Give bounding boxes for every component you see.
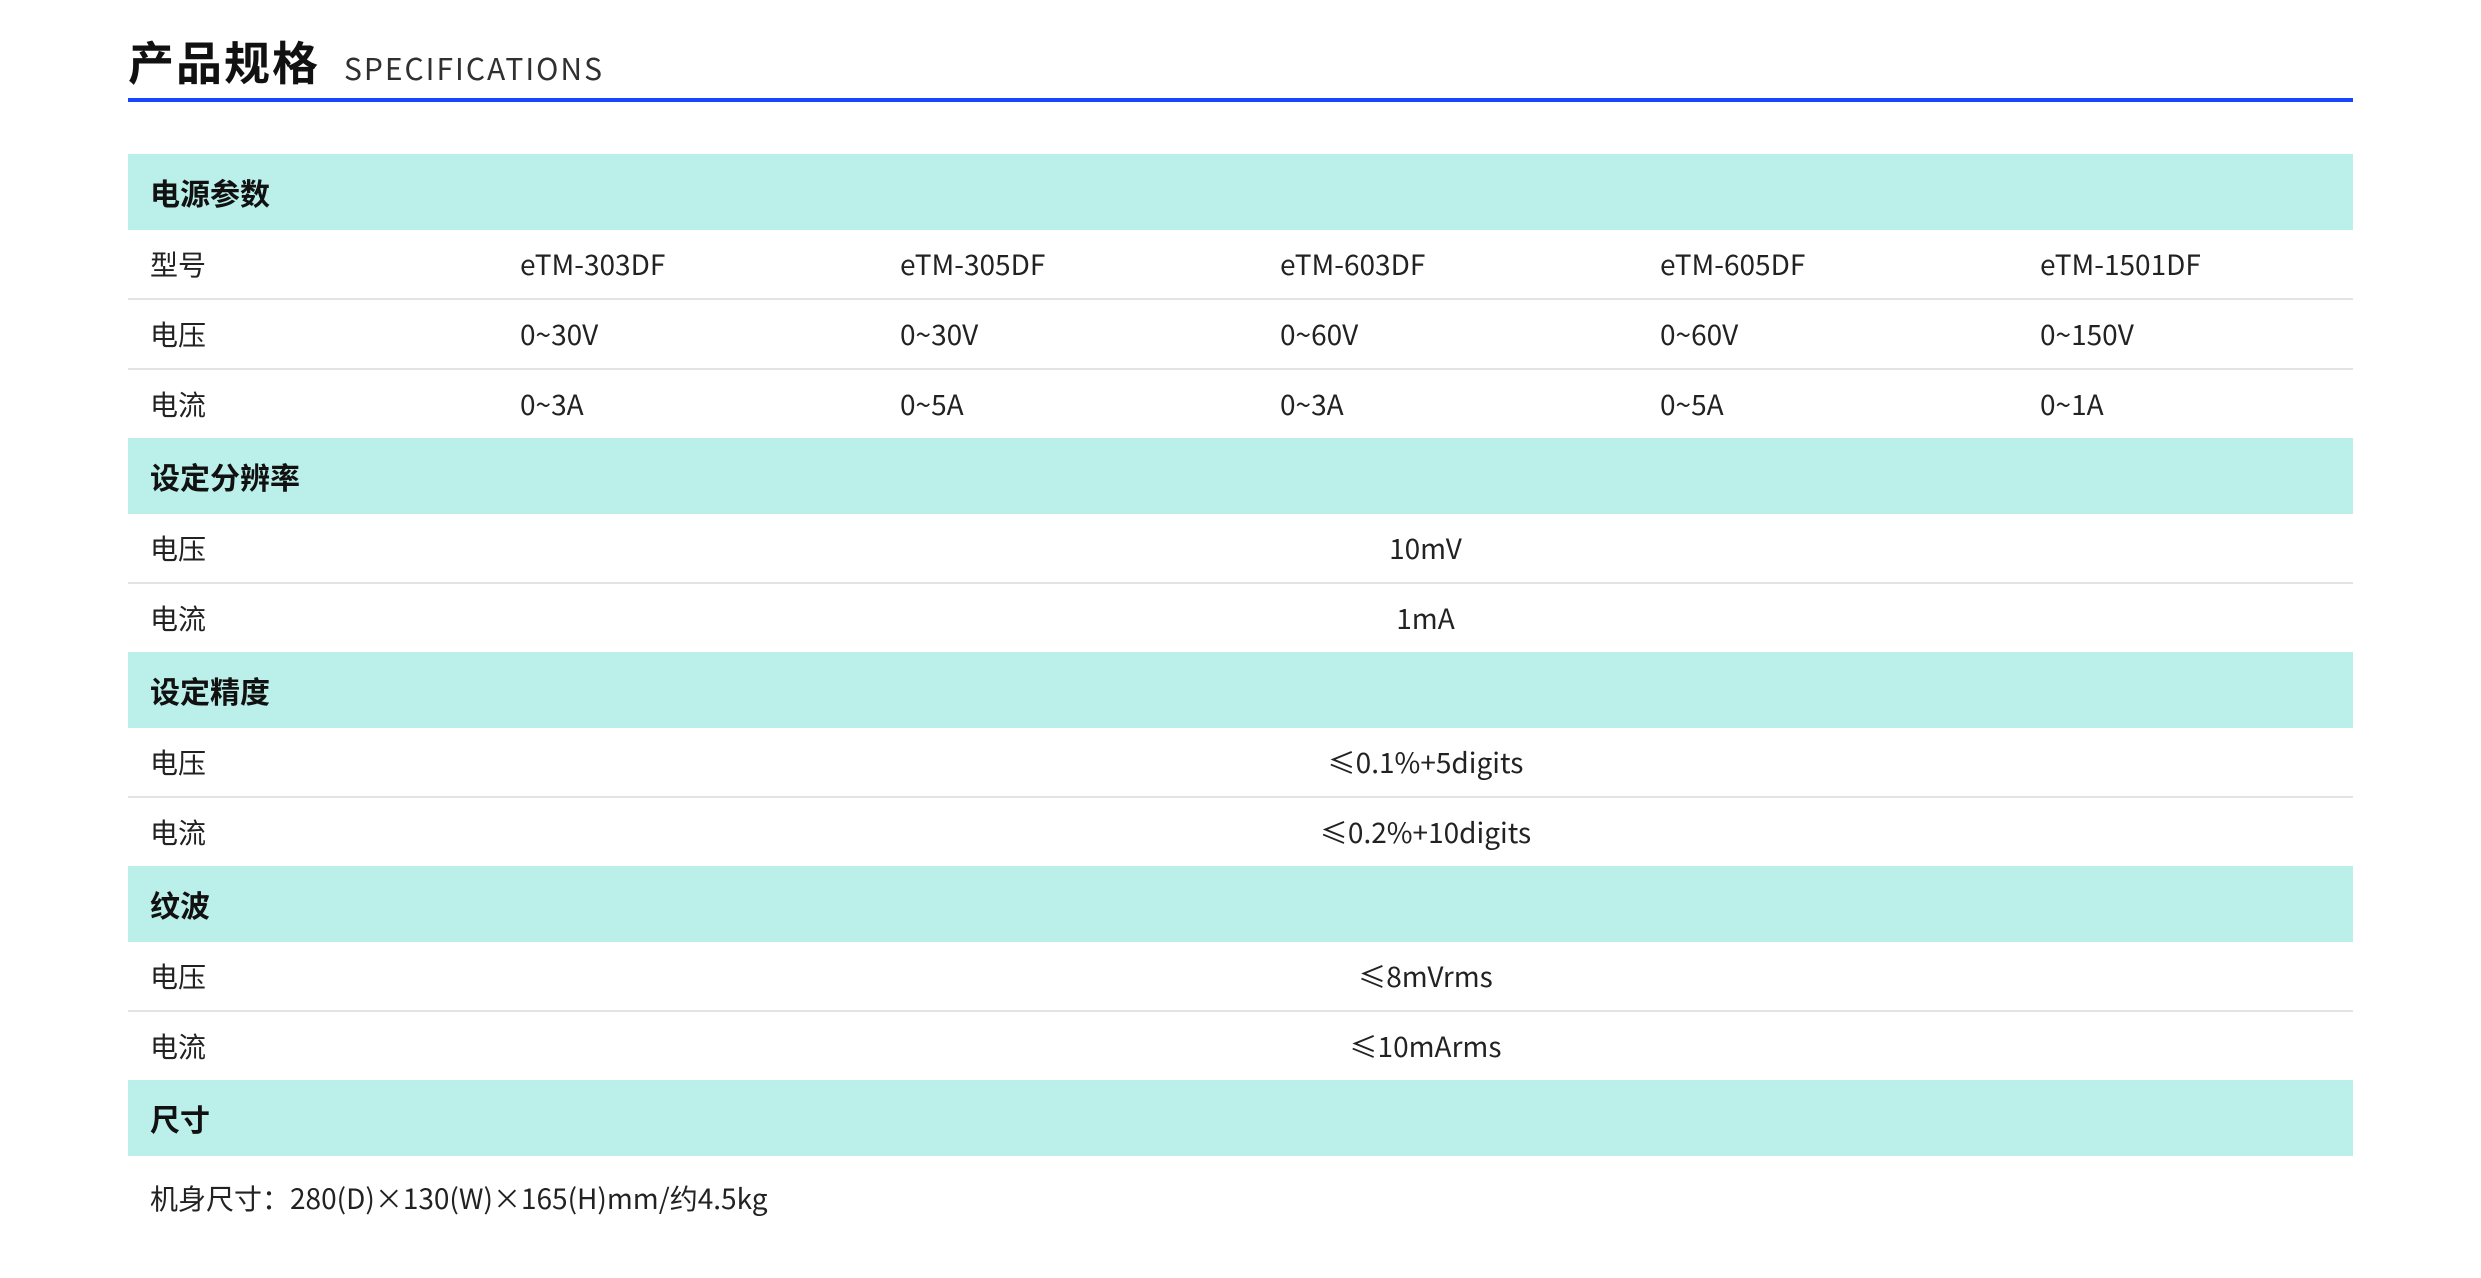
merged-cell: ≤8mVrms <box>498 942 2353 1011</box>
row-label: 电压 <box>128 514 498 583</box>
page-title-row: 产品规格 SPECIFICATIONS <box>128 28 2353 102</box>
cell: 0~60V <box>1638 299 2018 369</box>
cell: 0~1A <box>2018 369 2353 438</box>
spec-table: 电源参数 型号 eTM-303DF eTM-305DF eTM-603DF eT… <box>128 154 2353 1156</box>
section-title: 设定精度 <box>128 652 2353 728</box>
table-row: 电流 0~3A 0~5A 0~3A 0~5A 0~1A <box>128 369 2353 438</box>
section-title: 电源参数 <box>128 154 2353 230</box>
page-title-en: SPECIFICATIONS <box>344 45 604 89</box>
section-header: 尺寸 <box>128 1080 2353 1156</box>
row-label: 电压 <box>128 728 498 797</box>
table-row: 电压 ≤0.1%+5digits <box>128 728 2353 797</box>
table-row: 电流 ≤10mArms <box>128 1011 2353 1080</box>
spec-table-body: 电源参数 型号 eTM-303DF eTM-305DF eTM-603DF eT… <box>128 154 2353 1156</box>
cell: 0~150V <box>2018 299 2353 369</box>
cell: eTM-603DF <box>1258 230 1638 299</box>
page-title-cn: 产品规格 <box>128 28 320 94</box>
cell: eTM-305DF <box>878 230 1258 299</box>
row-label: 电流 <box>128 1011 498 1080</box>
row-label: 电压 <box>128 299 498 369</box>
section-header: 电源参数 <box>128 154 2353 230</box>
table-row: 型号 eTM-303DF eTM-305DF eTM-603DF eTM-605… <box>128 230 2353 299</box>
section-header: 设定分辨率 <box>128 438 2353 514</box>
section-title: 设定分辨率 <box>128 438 2353 514</box>
merged-cell: ≤0.1%+5digits <box>498 728 2353 797</box>
cell: eTM-1501DF <box>2018 230 2353 299</box>
cell: 0~3A <box>498 369 878 438</box>
cell: eTM-303DF <box>498 230 878 299</box>
cell: 0~30V <box>498 299 878 369</box>
merged-cell: ≤10mArms <box>498 1011 2353 1080</box>
table-row: 电流 1mA <box>128 583 2353 652</box>
cell: 0~5A <box>1638 369 2018 438</box>
table-row: 电压 0~30V 0~30V 0~60V 0~60V 0~150V <box>128 299 2353 369</box>
cell: 0~30V <box>878 299 1258 369</box>
row-label: 型号 <box>128 230 498 299</box>
merged-cell: 1mA <box>498 583 2353 652</box>
row-label: 电流 <box>128 369 498 438</box>
table-row: 电流 ≤0.2%+10digits <box>128 797 2353 866</box>
table-row: 电压 10mV <box>128 514 2353 583</box>
section-title: 纹波 <box>128 866 2353 942</box>
merged-cell: 10mV <box>498 514 2353 583</box>
section-header: 设定精度 <box>128 652 2353 728</box>
table-row: 电压 ≤8mVrms <box>128 942 2353 1011</box>
dimensions-footer: 机身尺寸：280(D)×130(W)×165(H)mm/约4.5kg <box>128 1156 2353 1218</box>
row-label: 电压 <box>128 942 498 1011</box>
cell: 0~5A <box>878 369 1258 438</box>
page-root: 产品规格 SPECIFICATIONS 电源参数 型号 eTM-303DF eT… <box>0 0 2481 1278</box>
merged-cell: ≤0.2%+10digits <box>498 797 2353 866</box>
cell: 0~60V <box>1258 299 1638 369</box>
row-label: 电流 <box>128 797 498 866</box>
cell: eTM-605DF <box>1638 230 2018 299</box>
section-header: 纹波 <box>128 866 2353 942</box>
section-title: 尺寸 <box>128 1080 2353 1156</box>
row-label: 电流 <box>128 583 498 652</box>
cell: 0~3A <box>1258 369 1638 438</box>
